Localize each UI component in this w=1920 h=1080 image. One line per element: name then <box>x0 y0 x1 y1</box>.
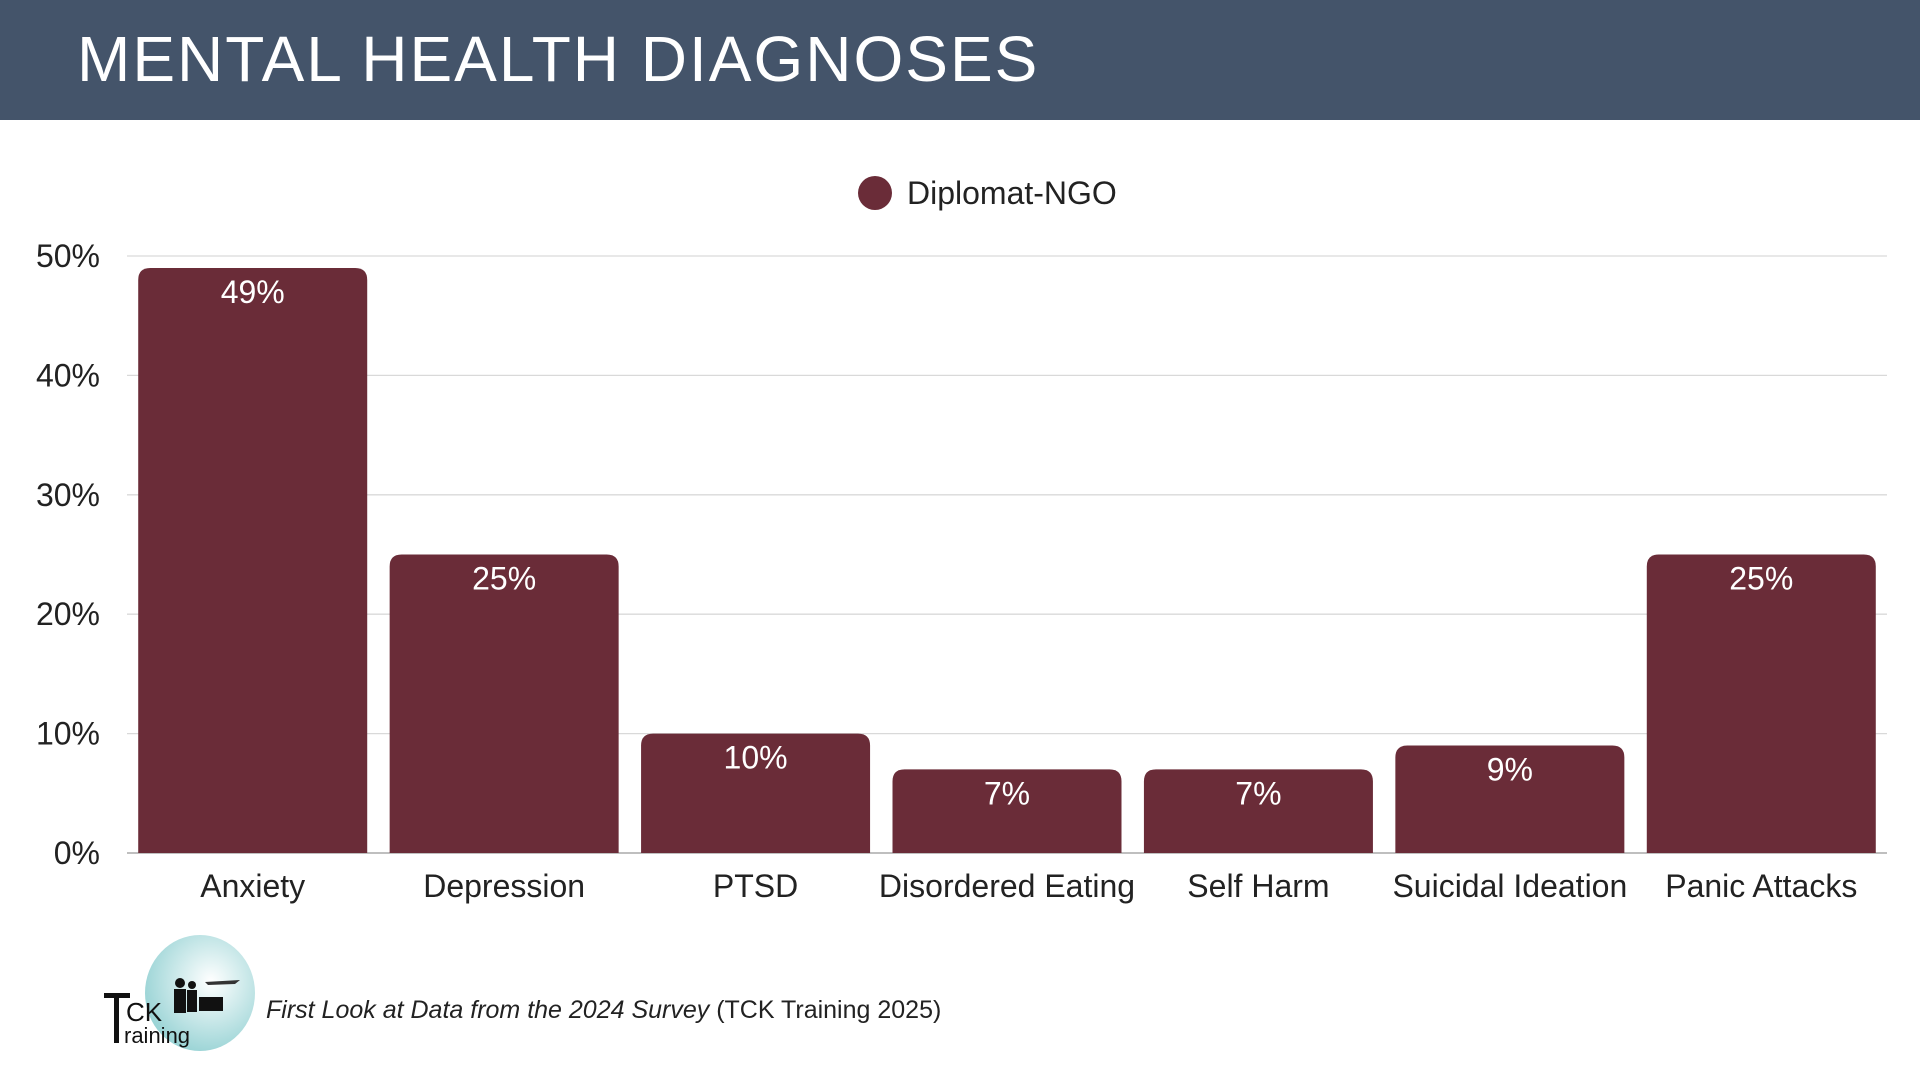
header-bar: MENTAL HEALTH DIAGNOSES <box>0 0 1920 120</box>
bar-value-label: 7% <box>1235 775 1281 811</box>
source-citation: First Look at Data from the 2024 Survey … <box>266 996 941 1025</box>
x-category-label: Disordered Eating <box>879 868 1135 904</box>
x-category-label: Anxiety <box>200 868 305 904</box>
bar <box>138 267 368 853</box>
x-category-label: Self Harm <box>1187 868 1329 904</box>
y-tick-label: 0% <box>54 835 100 871</box>
bar-chart: 0% 10% 20% 30% 40% 50% Diplomat-NGO 49% Anxiety 2… <box>36 175 1887 904</box>
y-tick-label: 20% <box>36 596 100 632</box>
y-tick-label: 10% <box>36 716 100 752</box>
y-tick-label: 40% <box>36 357 100 393</box>
bar-value-label: 25% <box>1729 561 1793 597</box>
bar <box>389 554 619 853</box>
tck-training-logo: CK raining <box>104 935 255 1051</box>
x-category-label: Panic Attacks <box>1665 868 1857 904</box>
x-category-label: Depression <box>423 868 585 904</box>
x-category-label: PTSD <box>713 868 798 904</box>
bar-value-label: 25% <box>472 561 536 597</box>
y-tick-label: 30% <box>36 477 100 513</box>
bar <box>892 769 1122 853</box>
svg-text:CK: CK <box>126 997 163 1027</box>
bar <box>1143 769 1373 853</box>
bar-value-label: 9% <box>1487 752 1533 788</box>
legend-label: Diplomat-NGO <box>907 175 1117 211</box>
legend-marker <box>858 176 892 210</box>
citation-author: (TCK Training 2025) <box>709 996 942 1024</box>
page-title: MENTAL HEALTH DIAGNOSES <box>77 23 1040 95</box>
bar <box>1646 554 1876 853</box>
svg-text:raining: raining <box>124 1023 190 1048</box>
bar-value-label: 49% <box>221 274 285 310</box>
y-tick-label: 50% <box>36 238 100 274</box>
bar <box>641 733 871 853</box>
citation-title: First Look at Data from the 2024 Survey <box>266 996 710 1024</box>
bar <box>1395 745 1625 853</box>
footer: CK raining First Look at Data from the 2… <box>100 935 1000 1055</box>
bar-value-label: 7% <box>984 775 1030 811</box>
x-category-label: Suicidal Ideation <box>1392 868 1627 904</box>
bar-value-label: 10% <box>724 740 788 776</box>
